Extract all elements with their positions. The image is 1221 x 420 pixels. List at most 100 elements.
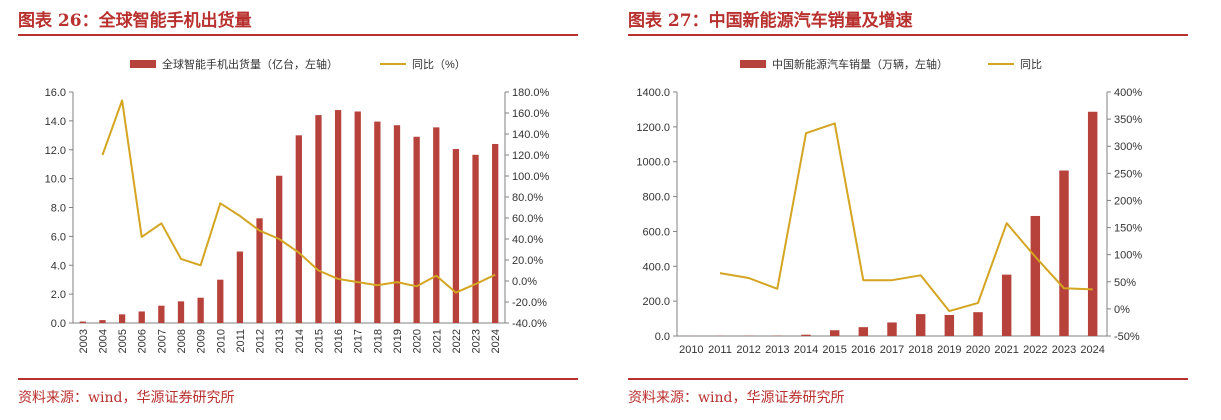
- title-rule: [628, 34, 1188, 36]
- yoy-growth-line: [719, 122, 1093, 313]
- right-chart-panel: 图表 27：中国新能源汽车销量及增速 中国新能源汽车销量（万辆，左轴） 同比 0.0…: [610, 0, 1221, 420]
- left-y-tick-label: 0.0: [655, 331, 670, 343]
- right-y-tick-label: -20.0%: [512, 297, 547, 309]
- legend-bar-label: 全球智能手机出货量（亿台，左轴）: [162, 57, 338, 71]
- left-y-tick-label: 600.0: [642, 226, 670, 238]
- left-y-tick-label: 4.0: [51, 260, 66, 272]
- right-y-tick-label: 200%: [1114, 195, 1142, 207]
- x-tick-label: 2019: [392, 329, 404, 353]
- right-y-tick-label: 120.0%: [512, 150, 550, 162]
- left-y-tick-label: 1200.0: [636, 122, 670, 134]
- x-tick-label: 2011: [235, 329, 247, 353]
- bar-2018: [374, 121, 381, 323]
- x-tick-label: 2017: [880, 344, 904, 356]
- x-tick-label: 2021: [994, 344, 1018, 356]
- bar-2018: [915, 314, 926, 336]
- bar-2015: [829, 330, 840, 336]
- x-tick-label: 2015: [313, 329, 325, 353]
- x-tick-label: 2022: [451, 329, 463, 353]
- bar-2021: [433, 127, 440, 323]
- right-y-tick-label: 40.0%: [512, 234, 543, 246]
- x-tick-label: 2020: [412, 329, 424, 353]
- x-tick-label: 2015: [822, 344, 846, 356]
- bar-2020: [973, 312, 983, 336]
- right-y-tick-label: 400%: [1114, 87, 1142, 99]
- x-tick-label: 2009: [196, 329, 208, 353]
- nev-sales-chart: 中国新能源汽车销量（万辆，左轴） 同比 0.0 200.0 400.0 600.0 800.…: [636, 57, 1142, 356]
- bar-2019: [944, 314, 955, 336]
- right-y-tick-label: 20.0%: [512, 255, 543, 267]
- legend-bar-swatch: [130, 60, 156, 68]
- left-y-tick-label: 1000.0: [636, 157, 670, 169]
- right-y-tick-label: 100%: [1114, 250, 1142, 262]
- x-tick-label: 2023: [1052, 344, 1076, 356]
- left-y-tick-label: 12.0: [45, 145, 66, 157]
- right-y-tick-label: 0.0%: [512, 276, 537, 288]
- x-tick-label: 2024: [490, 329, 502, 353]
- x-tick-label: 2022: [1023, 344, 1047, 356]
- bar-2004: [99, 320, 106, 323]
- bar-2021: [1001, 274, 1012, 336]
- bar-2017: [887, 322, 897, 336]
- x-tick-label: 2014: [294, 329, 306, 353]
- x-tick-label: 2010: [215, 329, 227, 353]
- right-y-tick-label: 180.0%: [512, 87, 550, 99]
- right-y-tick-label: -50%: [1114, 331, 1140, 343]
- bar-2017: [354, 111, 361, 323]
- right-y-tick-label: 140.0%: [512, 129, 550, 141]
- right-y-tick-label: 160.0%: [512, 108, 550, 120]
- bar-2008: [177, 301, 185, 323]
- x-tick-label: 2011: [708, 344, 732, 356]
- chart-title: 图表 27：中国新能源汽车销量及增速: [628, 11, 913, 31]
- legend-line-label: 同比（%）: [412, 58, 466, 71]
- left-y-tick-label: 400.0: [642, 261, 670, 273]
- x-tick-label: 2012: [736, 344, 760, 356]
- bar-2023: [472, 154, 479, 323]
- x-tick-label: 2016: [333, 329, 345, 353]
- x-tick-label: 2013: [765, 344, 789, 356]
- yoy-growth-line: [101, 99, 496, 294]
- smartphone-shipments-chart: 全球智能手机出货量（亿台，左轴） 同比（%） 0.0 2.0 4.0 6.0 8.0 10.0…: [45, 57, 550, 353]
- bar-2016: [858, 327, 869, 336]
- title-rule: [18, 34, 578, 36]
- left-y-tick-label: 14.0: [45, 116, 66, 128]
- x-tick-label: 2024: [1080, 344, 1104, 356]
- left-y-tick-label: 2.0: [51, 289, 66, 301]
- x-tick-label: 2005: [117, 329, 129, 353]
- bar-2012: [256, 218, 263, 323]
- bar-2016: [334, 110, 342, 323]
- x-tick-label: 2012: [255, 329, 267, 353]
- left-y-tick-label: 6.0: [51, 231, 66, 243]
- bar-2024: [1087, 111, 1098, 336]
- legend-bar-swatch: [740, 60, 766, 68]
- left-chart-panel: 图表 26：全球智能手机出货量 全球智能手机出货量（亿台，左轴） 同比（%） 0.0…: [0, 0, 590, 420]
- x-tick-label: 2018: [372, 329, 384, 353]
- legend-bar-label: 中国新能源汽车销量（万辆，左轴）: [772, 57, 948, 71]
- x-tick-label: 2016: [851, 344, 875, 356]
- x-tick-label: 2008: [176, 329, 188, 353]
- bar-2015: [315, 115, 322, 323]
- x-tick-label: 2004: [97, 329, 109, 353]
- source-note: 资料来源：wind，华源证券研究所: [628, 390, 845, 406]
- bar-2022: [1030, 215, 1041, 336]
- bar-2014: [801, 334, 811, 336]
- legend-line-label: 同比: [1020, 58, 1042, 71]
- bar-2024: [492, 143, 499, 323]
- bar-2005: [118, 314, 126, 323]
- bar-2010: [217, 279, 224, 323]
- x-tick-label: 2023: [471, 329, 483, 353]
- right-y-tick-label: 60.0%: [512, 213, 543, 225]
- bar-2022: [452, 149, 460, 323]
- bar-2013: [276, 175, 283, 323]
- right-y-tick-label: -40.0%: [512, 318, 547, 330]
- source-note: 资料来源：wind，华源证券研究所: [18, 390, 235, 406]
- x-tick-label: 2019: [937, 344, 961, 356]
- x-tick-label: 2018: [908, 344, 932, 356]
- right-y-tick-label: 50%: [1114, 277, 1136, 289]
- x-tick-label: 2006: [137, 329, 149, 353]
- bar-2023: [1059, 170, 1069, 336]
- left-y-tick-label: 200.0: [642, 296, 670, 308]
- right-y-tick-label: 0%: [1114, 304, 1130, 316]
- bar-2011: [236, 251, 244, 323]
- right-y-tick-label: 250%: [1114, 168, 1142, 180]
